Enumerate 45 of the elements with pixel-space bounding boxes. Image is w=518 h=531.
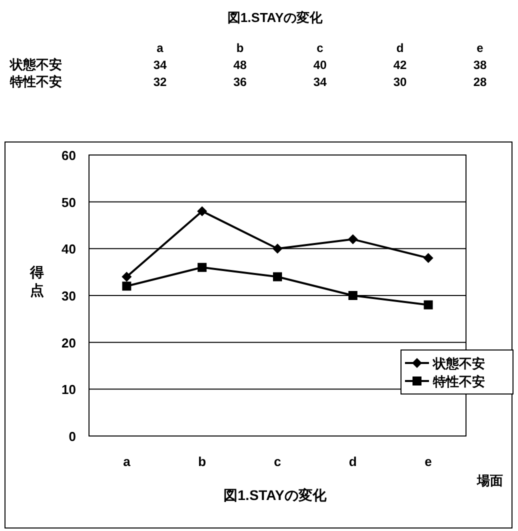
x-tick-label: e: [424, 454, 432, 469]
data-label: 48: [233, 58, 247, 72]
y-tick-label: 60: [62, 148, 76, 163]
x-tick-label: d: [348, 454, 357, 469]
x-tick-label: c: [274, 454, 282, 469]
point: [348, 234, 358, 244]
text: 特性不安: [9, 74, 62, 89]
point: [423, 253, 434, 264]
x-tick-label: b: [198, 454, 206, 469]
legend-label: 状態不安: [432, 356, 485, 371]
caption: 図1.STAYの変化: [224, 487, 328, 503]
y-axis-title: 得点: [29, 264, 44, 298]
x-tick-label: a: [123, 454, 132, 469]
text: 図1.STAYの変化: [227, 10, 324, 25]
category-label: b: [236, 41, 244, 55]
point: [348, 291, 358, 300]
y-tick-label: 30: [62, 288, 76, 304]
category-label: e: [476, 41, 484, 55]
text: 状態不安: [9, 57, 62, 72]
point: [424, 300, 433, 310]
data-label: 40: [313, 58, 327, 72]
y-tick-label: 20: [62, 335, 76, 350]
category-label: d: [396, 41, 404, 55]
legend-label: 特性不安: [432, 374, 485, 389]
y-tick-label: 10: [62, 382, 76, 398]
point: [197, 206, 208, 216]
point: [122, 272, 132, 282]
point: [122, 282, 132, 291]
data-label: 42: [393, 58, 407, 72]
data-label: 38: [473, 58, 487, 72]
data-label: 32: [153, 75, 167, 89]
y-tick-label: 40: [62, 242, 76, 257]
data-label: 34: [313, 75, 327, 89]
data-label: 34: [153, 58, 167, 72]
category-label: a: [156, 41, 164, 55]
point: [272, 244, 282, 254]
point: [273, 272, 282, 282]
data-label: 28: [473, 75, 487, 89]
y-tick-label: 50: [62, 194, 76, 210]
y-tick-label: 0: [68, 429, 76, 444]
data-label: 30: [393, 75, 407, 89]
x-axis-title: 場面: [476, 473, 503, 488]
data-label: 36: [233, 75, 247, 89]
category-label: c: [316, 41, 324, 55]
point: [198, 262, 207, 272]
